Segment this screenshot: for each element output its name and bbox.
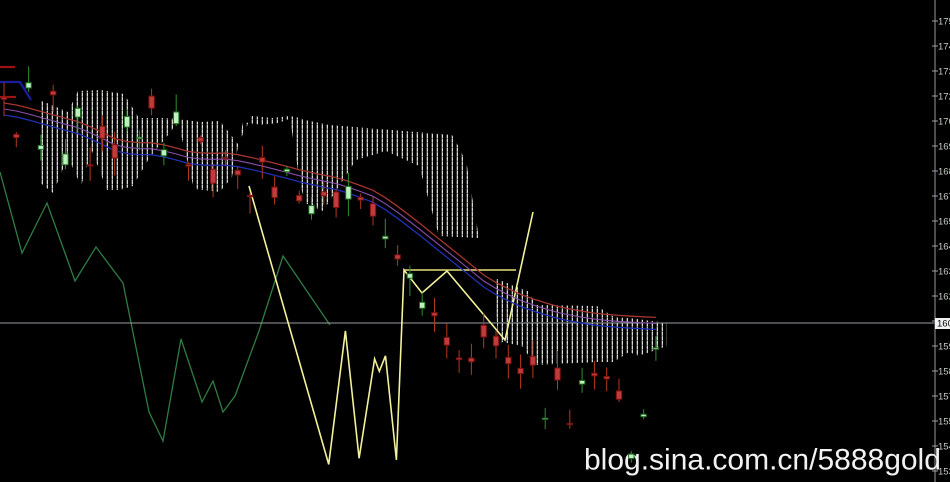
svg-text:163: 163: [938, 267, 950, 278]
svg-text:172: 172: [938, 92, 950, 103]
svg-text:173: 173: [938, 67, 950, 78]
svg-text:165: 165: [938, 217, 950, 228]
svg-text:155: 155: [938, 417, 950, 428]
svg-text:162: 162: [938, 292, 950, 303]
svg-text:164: 164: [938, 242, 950, 253]
svg-text:174: 174: [938, 42, 950, 53]
svg-text:169: 169: [938, 142, 950, 153]
svg-text:167: 167: [938, 192, 950, 203]
svg-text:160: 160: [937, 319, 950, 330]
svg-text:158: 158: [938, 367, 950, 378]
svg-text:157: 157: [938, 392, 950, 403]
svg-text:blog.sina.com.cn/5888gold: blog.sina.com.cn/5888gold: [584, 444, 941, 477]
svg-text:168: 168: [938, 167, 950, 178]
svg-text:175: 175: [938, 17, 950, 28]
svg-text:170: 170: [938, 117, 950, 128]
svg-text:159: 159: [938, 342, 950, 353]
